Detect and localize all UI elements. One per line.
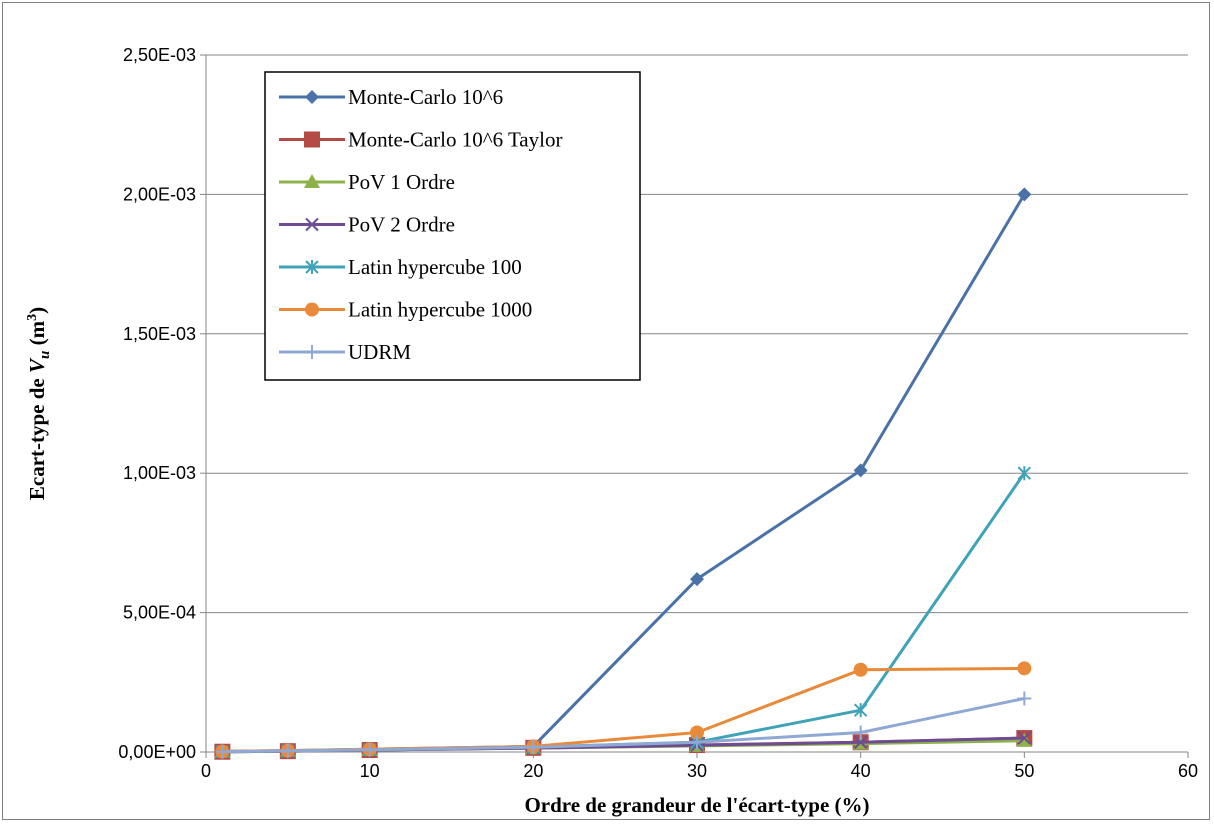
legend-marker [304, 131, 320, 148]
data-point [215, 744, 230, 759]
legend: Monte-Carlo 10^6 Monte-Carlo 10^6 Taylor P… [264, 71, 641, 381]
legend-label: Latin hypercube 100 [348, 255, 522, 279]
legend-label: PoV 2 Ordre [348, 213, 455, 237]
data-point [853, 662, 868, 677]
legend-label: Monte-Carlo 10^6 [348, 85, 503, 109]
x-tick-label: 10 [360, 761, 380, 781]
x-tick-label: 0 [201, 761, 211, 781]
y-axis-title: Ecart-type de Vu (m3) [25, 307, 53, 500]
data-point [280, 743, 295, 758]
y-axis-title-subscript: u [37, 351, 53, 359]
data-point [1017, 731, 1032, 745]
data-point [690, 725, 704, 740]
data-point [853, 463, 868, 478]
y-tick-label: 2,50E-03 [123, 45, 196, 65]
y-tick-label: 1,50E-03 [123, 324, 196, 344]
series-7 [215, 691, 1032, 759]
legend-item: PoV 1 Ordre [279, 170, 455, 194]
data-point [853, 735, 868, 749]
y-axis-title-suffix: (m [25, 320, 49, 350]
data-point [1017, 187, 1032, 202]
x-axis-title: Ordre de grandeur de l'écart-type (%) [524, 793, 869, 817]
data-point [690, 735, 704, 750]
legend-marker [305, 217, 319, 232]
y-tick-label: 2,00E-03 [123, 184, 196, 204]
legend-item: UDRM [279, 340, 411, 364]
legend-label: PoV 1 Ordre [348, 170, 455, 194]
y-tick-label: 0,00E+00 [118, 742, 196, 762]
legend-item: Latin hypercube 1000 [279, 298, 532, 322]
legend-marker [305, 90, 319, 104]
data-point [526, 740, 541, 755]
legend-item: Latin hypercube 100 [279, 255, 522, 279]
y-axis-title-variable: V [25, 357, 49, 373]
data-point [1017, 466, 1032, 481]
x-tick-label: 20 [523, 761, 543, 781]
y-tick-label: 1,00E-03 [123, 463, 196, 483]
data-point [362, 742, 377, 757]
x-tick-label: 50 [1014, 761, 1034, 781]
legend-marker [305, 260, 319, 274]
data-point [1017, 661, 1032, 676]
series-group [214, 187, 1033, 760]
data-point [853, 703, 868, 718]
data-point [1017, 691, 1032, 706]
legend-label: Latin hypercube 1000 [348, 298, 532, 322]
x-tick-label: 60 [1178, 761, 1198, 781]
axes: 0,00E+00 5,00E-04 1,00E-03 1,50E-03 2,00E-03… [118, 45, 1198, 781]
data-point [690, 572, 704, 587]
y-axis-title-superscript: 3 [25, 314, 40, 321]
y-axis-title-close: ) [25, 307, 49, 314]
x-tick-label: 40 [851, 761, 871, 781]
legend-marker [305, 302, 319, 317]
legend-marker [305, 345, 319, 359]
y-axis-title-prefix: Ecart-type de [25, 373, 49, 500]
series-line [222, 666, 1025, 753]
legend-item: PoV 2 Ordre [279, 213, 455, 237]
legend-item: Monte-Carlo 10^6 Taylor [279, 128, 562, 152]
legend-item: Monte-Carlo 10^6 [279, 85, 503, 109]
legend-marker [304, 174, 320, 188]
legend-label: UDRM [348, 340, 411, 364]
data-point [853, 725, 868, 740]
y-tick-label: 5,00E-04 [123, 603, 196, 623]
legend-label: Monte-Carlo 10^6 Taylor [348, 128, 562, 152]
x-tick-label: 30 [687, 761, 707, 781]
